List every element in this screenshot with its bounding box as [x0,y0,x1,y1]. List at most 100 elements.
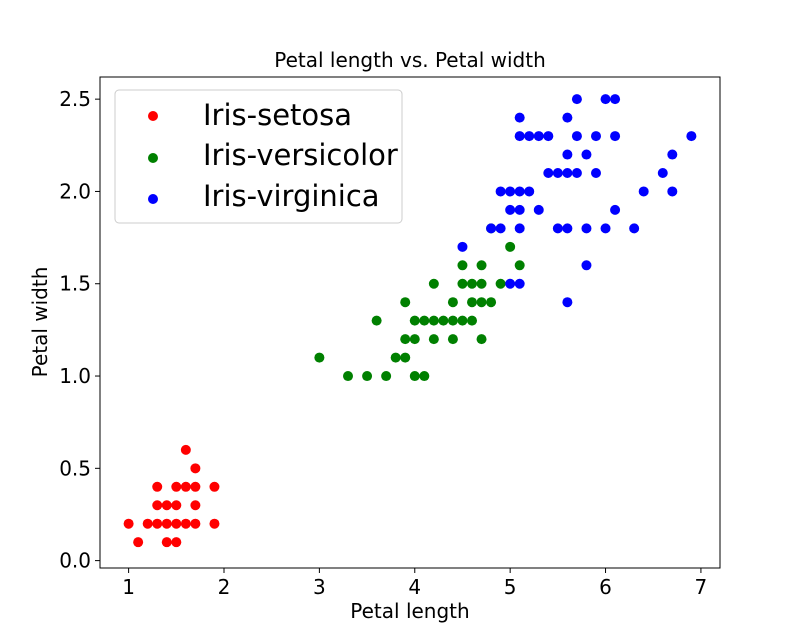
data-point-iris-setosa-0 [123,518,134,529]
data-point-iris-setosa-13 [180,518,191,529]
data-point-iris-virginica-28 [571,94,582,105]
data-point-iris-virginica-21 [562,297,573,308]
data-point-iris-setosa-12 [171,481,182,492]
legend: Iris-setosa Iris-versicolor Iris-virgini… [114,89,403,224]
y-tick-label: 0.5 [59,456,91,480]
data-point-iris-versicolor-11 [409,315,420,326]
data-point-iris-virginica-34 [600,223,611,234]
data-point-iris-versicolor-13 [419,315,430,326]
data-point-iris-versicolor-22 [457,278,468,289]
legend-label-setosa: Iris-setosa [203,98,352,132]
data-point-iris-virginica-4 [505,278,516,289]
data-point-iris-versicolor-28 [476,297,487,308]
x-tick-label: 2 [218,575,231,599]
legend-marker-virginica [148,194,158,204]
data-point-iris-virginica-32 [591,167,601,178]
data-point-iris-versicolor-10 [409,334,420,345]
data-point-iris-setosa-11 [171,500,182,511]
data-point-iris-virginica-8 [514,223,525,234]
data-point-iris-setosa-2 [142,518,153,529]
data-point-iris-versicolor-29 [476,278,487,289]
data-point-iris-virginica-20 [552,167,563,178]
data-point-iris-virginica-1 [486,223,497,234]
y-axis-title: Petal width [28,267,52,378]
data-point-iris-virginica-42 [667,186,678,197]
data-point-iris-setosa-15 [180,444,191,455]
data-point-iris-virginica-29 [581,260,592,271]
data-point-iris-virginica-33 [591,131,601,142]
data-point-iris-virginica-18 [543,131,554,142]
data-point-iris-virginica-12 [514,112,525,123]
data-point-iris-virginica-26 [571,167,582,178]
data-point-iris-versicolor-0 [314,352,325,363]
data-point-iris-versicolor-17 [438,315,449,326]
data-point-iris-virginica-24 [562,149,573,160]
data-point-iris-versicolor-25 [467,297,477,308]
data-point-iris-virginica-37 [610,131,621,142]
data-point-iris-virginica-5 [505,204,516,215]
data-point-iris-versicolor-4 [381,371,392,382]
data-point-iris-virginica-41 [657,167,668,178]
data-point-iris-versicolor-19 [447,315,458,326]
data-point-iris-versicolor-5 [390,352,401,363]
chart-title: Petal length vs. Petal width [274,48,546,72]
data-point-iris-virginica-35 [600,94,611,105]
x-tick-label: 1 [122,575,135,599]
data-point-iris-virginica-13 [524,186,535,197]
data-point-iris-versicolor-14 [428,334,439,345]
data-point-iris-versicolor-12 [419,371,430,382]
legend-box [114,89,403,224]
data-point-iris-setosa-4 [152,500,163,511]
y-tick-label: 2.5 [59,87,91,111]
data-point-iris-virginica-7 [514,278,525,289]
data-point-iris-versicolor-23 [457,260,468,271]
data-point-iris-versicolor-21 [457,315,468,326]
data-point-iris-versicolor-18 [447,334,458,345]
data-point-iris-virginica-36 [610,204,621,215]
data-point-iris-virginica-27 [571,131,582,142]
plot-area [123,94,697,548]
data-point-iris-versicolor-8 [400,297,411,308]
y-tick-label: 2.0 [59,179,91,203]
data-point-iris-versicolor-15 [428,315,439,326]
data-point-iris-virginica-31 [581,149,592,160]
data-point-iris-virginica-11 [514,131,525,142]
data-point-iris-versicolor-3 [371,315,382,326]
legend-label-versicolor: Iris-versicolor [203,138,398,172]
data-point-iris-versicolor-27 [476,334,487,345]
data-point-iris-versicolor-9 [409,371,420,382]
data-point-iris-virginica-30 [581,223,592,234]
data-point-iris-virginica-2 [495,223,506,234]
data-point-iris-setosa-20 [209,518,220,529]
data-point-iris-virginica-39 [629,223,640,234]
axis-ticks: 1 2 3 4 5 6 7 0.0 0.5 1.0 1.5 2.0 2.5 [59,87,707,599]
data-point-iris-setosa-14 [180,481,191,492]
data-point-iris-versicolor-33 [495,278,506,289]
data-point-iris-setosa-18 [190,481,201,492]
data-point-iris-virginica-43 [667,149,678,160]
data-point-iris-virginica-6 [505,186,516,197]
data-point-iris-setosa-6 [161,537,172,548]
data-point-iris-versicolor-35 [514,260,525,271]
data-point-iris-versicolor-34 [505,241,516,252]
data-point-iris-virginica-14 [524,131,535,142]
data-point-iris-virginica-16 [533,131,544,142]
data-point-iris-versicolor-31 [486,297,497,308]
x-tick-label: 3 [313,575,326,599]
y-tick-label: 1.0 [59,364,91,388]
data-point-iris-versicolor-26 [467,278,477,289]
data-point-iris-setosa-19 [190,463,201,474]
legend-marker-versicolor [148,153,158,163]
data-point-iris-virginica-3 [495,186,506,197]
data-point-iris-versicolor-1 [343,371,353,382]
y-tick-label: 1.5 [59,272,91,296]
data-point-iris-setosa-21 [209,481,220,492]
data-point-iris-virginica-10 [514,186,525,197]
data-point-iris-setosa-3 [152,518,163,529]
data-point-iris-virginica-40 [638,186,649,197]
y-tick-label: 0.0 [59,549,91,573]
data-point-iris-versicolor-20 [447,297,458,308]
data-point-iris-setosa-8 [161,500,172,511]
data-point-iris-setosa-9 [171,537,182,548]
